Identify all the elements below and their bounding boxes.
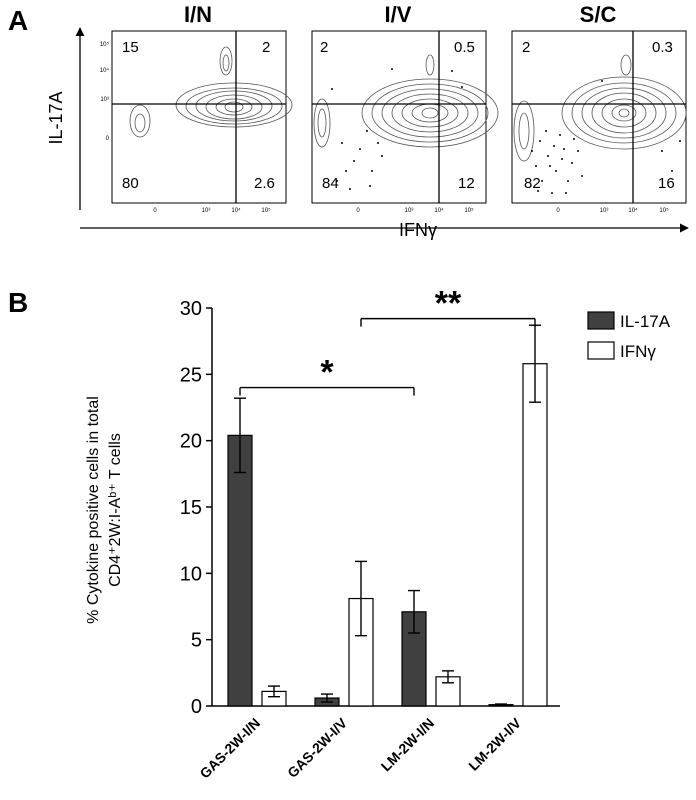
flow-plot-3: S/C [511, 2, 687, 214]
x-tick-labels: 0 10³ 10⁴ 10⁵ [556, 207, 669, 214]
y-tick-label: 10³ [100, 97, 109, 103]
x-tick-label: 10⁴ [231, 207, 241, 214]
bar [522, 363, 548, 707]
flow-plot-1: I/N 15 2 80 2.6 10⁵ 10⁴ [100, 2, 293, 214]
y-tick-label: 10⁵ [100, 41, 110, 48]
y-tick-label: 25 [180, 364, 202, 386]
legend-label: IFNγ [620, 342, 656, 361]
contour-lines [513, 54, 687, 162]
quadrant-upper-right: 2 [262, 39, 270, 56]
quadrant-lower-left: 84 [322, 175, 339, 192]
y-tick-label: 0 [106, 136, 110, 142]
quadrant-upper-left: 15 [122, 39, 139, 56]
x-tick-label: 0 [556, 208, 560, 214]
flow-plot-frame [511, 30, 687, 204]
bar [227, 434, 253, 707]
x-tick-label: 10³ [405, 208, 414, 214]
x-tick-label: 0 [356, 208, 360, 214]
legend-label: IL-17A [620, 312, 671, 331]
event-dots [331, 68, 463, 190]
quadrant-upper-right: 0.3 [652, 39, 673, 56]
event-dots [531, 80, 681, 194]
x-tick-label: 0 [153, 208, 157, 214]
y-tick-label: 15 [180, 497, 202, 519]
panel-b-letter: B [8, 287, 28, 318]
x-tick-labels: 0 10³ 10⁴ 10⁵ [153, 207, 271, 214]
category-label: GAS-2W-I/N [196, 715, 263, 782]
y-tick-label: 0 [191, 696, 202, 718]
panel-b: B % Cytokine positive cells in total CD4… [8, 285, 671, 782]
significance-label: ** [435, 285, 462, 323]
flow-plot-frame [111, 30, 287, 204]
y-tick-label: 10 [180, 563, 202, 585]
flow-plot-title: I/V [385, 2, 412, 27]
flow-plot-title: I/N [184, 2, 212, 27]
panel-a-x-label: IFNγ [399, 220, 437, 240]
contour-lines [129, 46, 293, 138]
quadrant-lower-left: 82 [524, 175, 541, 192]
flow-plot-title: S/C [580, 2, 617, 27]
legend-swatch [587, 311, 615, 330]
quadrant-lower-right: 12 [458, 175, 475, 192]
x-tick-label: 10³ [202, 208, 211, 214]
panel-a-y-label: IL-17A [46, 91, 66, 144]
significance-label: * [320, 354, 334, 392]
category-label: LM-2W-I/N [378, 715, 438, 775]
y-tick-label: 10⁴ [100, 67, 110, 74]
x-tick-label: 10⁵ [261, 207, 271, 214]
bar-chart: 0 5 10 15 20 25 30 GAS-2W-I/N GAS-2W-I/V LM-2W-I/… [180, 285, 671, 782]
x-tick-label: 10⁵ [464, 207, 474, 214]
category-label: GAS-2W-I/V [284, 714, 351, 781]
quadrant-upper-right: 0.5 [454, 39, 475, 56]
x-tick-label: 10³ [600, 208, 609, 214]
x-tick-label: 10⁴ [434, 207, 444, 214]
legend-swatch [587, 341, 615, 360]
x-tick-labels: 0 10³ 10⁴ 10⁵ [356, 207, 474, 214]
category-label: LM-2W-I/V [465, 714, 524, 773]
flow-plot-2: I/V 2 [311, 2, 499, 214]
y-axis-label-line-1: % Cytokine positive cells in total [85, 396, 102, 624]
y-tick-labels: 10⁵ 10⁴ 10³ 0 [100, 41, 110, 142]
contour-lines [313, 54, 499, 148]
y-tick-label: 20 [180, 431, 202, 453]
quadrant-lower-right: 16 [658, 175, 675, 192]
panel-a-letter: A [8, 5, 28, 36]
x-tick-label: 10⁴ [628, 207, 638, 214]
quadrant-upper-left: 2 [522, 39, 530, 56]
quadrant-upper-left: 2 [320, 39, 328, 56]
y-tick-label: 5 [191, 630, 202, 652]
x-tick-label: 10⁵ [659, 207, 669, 214]
quadrant-lower-left: 80 [122, 175, 139, 192]
quadrant-lower-right: 2.6 [254, 175, 275, 192]
panel-a: A IL-17A IFNγ I/N 15 2 [8, 2, 689, 240]
y-axis-label-line-2: CD4⁺2W:I-Aᵇ⁺ T cells [107, 433, 124, 587]
y-tick-label: 30 [180, 298, 202, 320]
